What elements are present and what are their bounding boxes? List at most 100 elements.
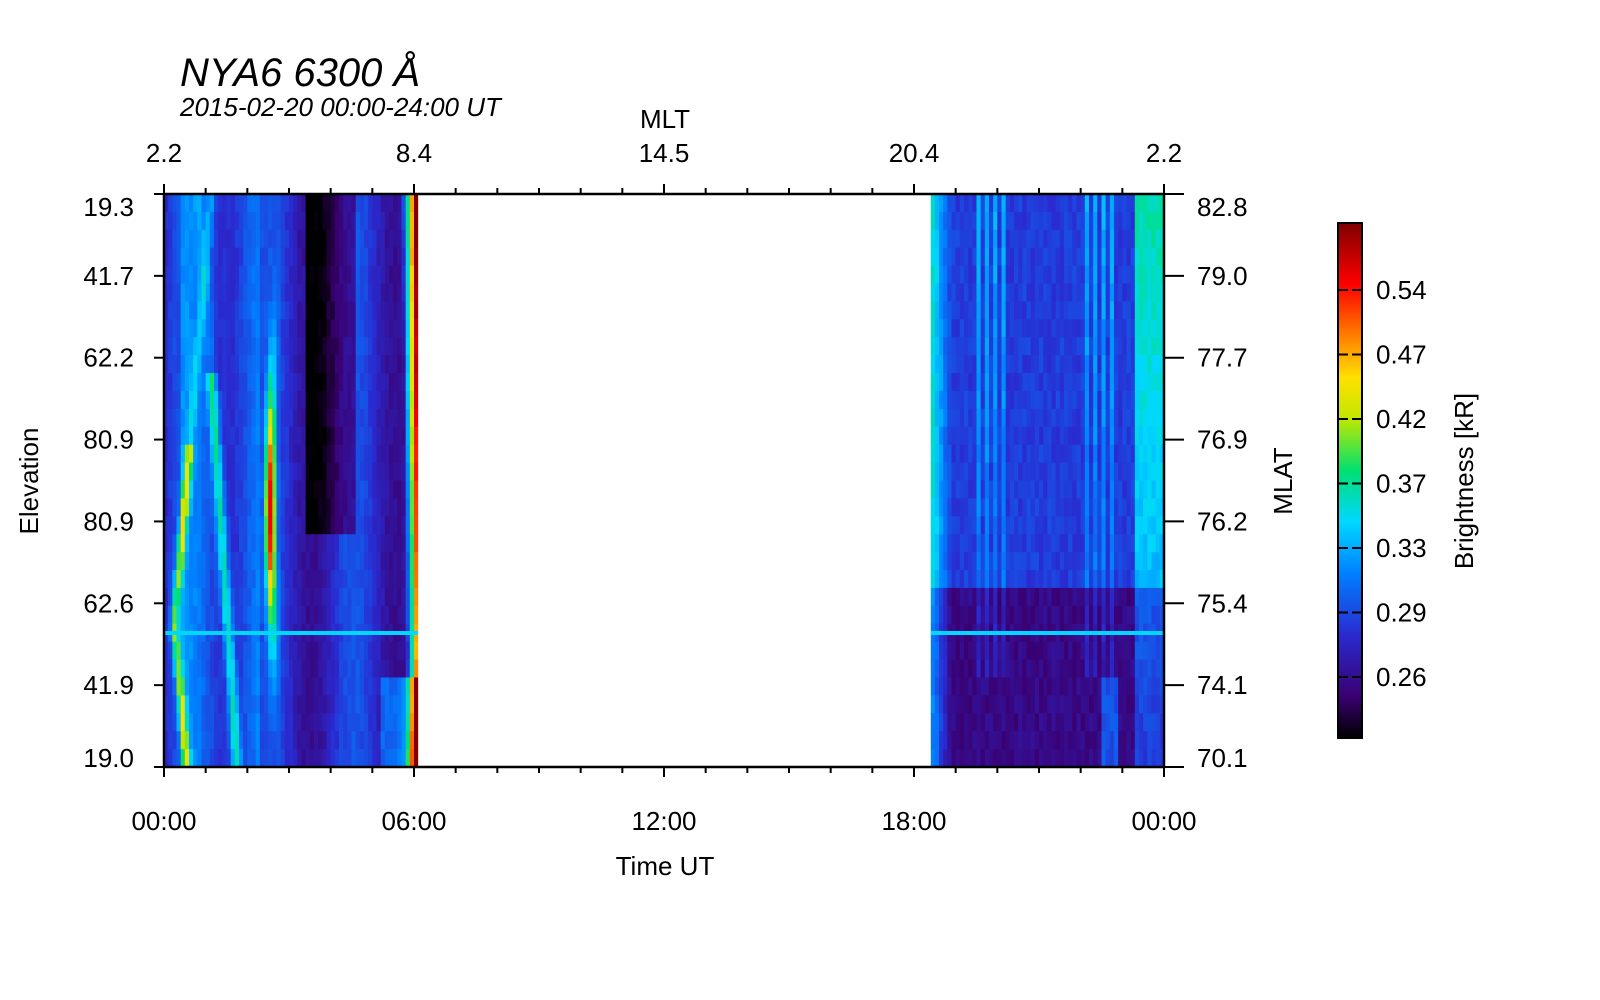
heatmap-cell <box>1114 444 1119 464</box>
heatmap-cell <box>351 480 357 500</box>
heatmap-cell <box>339 194 344 213</box>
heatmap-cell <box>251 641 257 661</box>
heatmap-cell <box>184 355 190 374</box>
heatmap-cell <box>351 605 357 625</box>
heatmap-cell <box>984 534 990 553</box>
heatmap-cell <box>959 229 965 249</box>
heatmap-cell <box>359 587 365 607</box>
heatmap-cell <box>205 516 211 535</box>
heatmap-cell <box>943 319 948 338</box>
heatmap-cell <box>330 194 336 213</box>
heatmap-cell <box>1101 677 1107 696</box>
heatmap-cell <box>1089 194 1094 213</box>
heatmap-cell <box>247 390 253 410</box>
heatmap-cell <box>1009 301 1015 320</box>
heatmap-cell <box>272 319 278 338</box>
heatmap-cell <box>347 265 353 285</box>
heatmap-cell <box>180 534 186 553</box>
heatmap-cell <box>247 337 253 356</box>
heatmap-cell <box>955 516 961 535</box>
heatmap-cell <box>314 498 319 517</box>
heatmap-cell <box>301 534 307 553</box>
heatmap-cell <box>176 408 182 428</box>
heatmap-cell <box>268 373 273 392</box>
heatmap-cell <box>201 355 207 374</box>
heatmap-cell <box>964 605 969 625</box>
heatmap-cell <box>176 337 182 356</box>
heatmap-cell <box>209 731 215 750</box>
heatmap-cell <box>222 301 228 320</box>
heatmap-cell <box>1114 462 1119 482</box>
heatmap-cell <box>968 283 973 303</box>
heatmap-cell <box>259 552 265 571</box>
heatmap-cell <box>380 498 386 517</box>
heatmap-cell <box>997 587 1003 607</box>
heatmap-cell <box>334 552 340 571</box>
heatmap-cell <box>1059 480 1065 500</box>
heatmap-cell <box>1064 462 1069 482</box>
heatmap-cell <box>289 749 294 768</box>
heatmap-cell <box>1030 355 1036 374</box>
heatmap-cell <box>984 229 990 249</box>
heatmap-cell <box>1009 390 1015 410</box>
heatmap-cell <box>1039 749 1044 768</box>
heatmap-cell <box>1130 677 1136 696</box>
heatmap-cell <box>414 605 419 625</box>
heatmap-cell <box>989 319 994 338</box>
heatmap-cell <box>201 194 207 213</box>
heatmap-cell <box>280 390 286 410</box>
heatmap-cell <box>214 194 219 213</box>
heatmap-cell <box>1155 283 1161 303</box>
heatmap-cell <box>1030 390 1036 410</box>
heatmap-cell <box>355 247 361 267</box>
heatmap-cell <box>1084 426 1090 446</box>
heatmap-cell <box>1109 301 1115 320</box>
heatmap-cell <box>1047 337 1053 356</box>
heatmap-cell <box>318 605 323 625</box>
heatmap-cell <box>347 301 353 320</box>
heatmap-cell <box>201 426 207 446</box>
heatmap-cell <box>339 462 344 482</box>
heatmap-cell <box>284 337 290 356</box>
heatmap-cell <box>334 337 340 356</box>
heatmap-cell <box>1030 749 1036 768</box>
heatmap-cell <box>397 498 403 517</box>
heatmap-cell <box>1093 301 1098 320</box>
heatmap-cell <box>205 713 211 732</box>
heatmap-cell <box>1097 749 1103 768</box>
heatmap-cell <box>309 265 315 285</box>
heatmap-cell <box>314 444 319 464</box>
heatmap-cell <box>284 713 290 732</box>
heatmap-cell <box>980 462 986 482</box>
heatmap-cell <box>1151 677 1157 696</box>
heatmap-cell <box>1059 462 1065 482</box>
heatmap-cell <box>326 319 332 338</box>
heatmap-cell <box>209 677 215 696</box>
heatmap-cell <box>197 534 203 553</box>
heatmap-cell <box>343 552 348 571</box>
heatmap-cell <box>1014 659 1019 679</box>
heatmap-cell <box>264 480 269 500</box>
heatmap-cell <box>989 229 994 249</box>
heatmap-cell <box>1034 552 1040 571</box>
heatmap-cell <box>959 373 965 392</box>
heatmap-cell <box>1101 587 1107 607</box>
heatmap-cell <box>293 587 298 607</box>
heatmap-cell <box>947 552 953 571</box>
heatmap-cell <box>1114 516 1119 535</box>
heatmap-cell <box>280 337 286 356</box>
heatmap-cell <box>180 355 186 374</box>
heatmap-cell <box>326 480 332 500</box>
heatmap-cell <box>1139 552 1144 571</box>
heatmap-cell <box>218 194 223 213</box>
heatmap-cell <box>334 247 340 267</box>
heatmap-cell <box>347 641 353 661</box>
heatmap-cell <box>364 337 369 356</box>
heatmap-cell <box>334 731 340 750</box>
heatmap-cell <box>218 355 223 374</box>
heatmap-cell <box>1147 355 1153 374</box>
heatmap-cell <box>343 731 348 750</box>
heatmap-cell <box>1122 731 1128 750</box>
heatmap-cell <box>359 355 365 374</box>
heatmap-cell <box>1064 444 1069 464</box>
